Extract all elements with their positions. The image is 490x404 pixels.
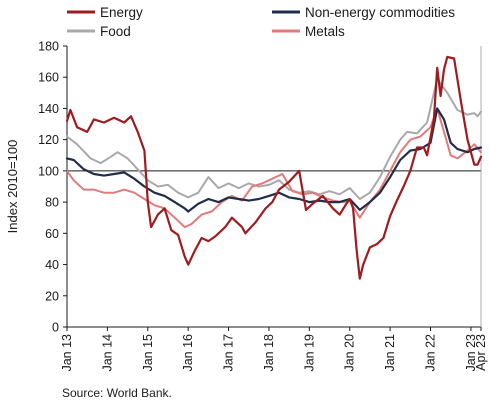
y-axis: 0 20 40 60 80 100 120 140 160 180 (38, 40, 67, 335)
series-line-energy (65, 55, 483, 280)
plot-frame (66, 46, 482, 328)
y-tick-label: 40 (45, 258, 59, 272)
x-tick-label: Jan 14 (100, 334, 114, 372)
x-tick-label: Jan 18 (262, 334, 276, 372)
source-note: Source: World Bank. (62, 386, 172, 400)
x-tick-label: Jan 22 (424, 334, 438, 372)
y-tick-label: 20 (45, 289, 59, 303)
x-tick-label: Jan 19 (302, 334, 316, 372)
y-tick-label: 0 (52, 321, 59, 335)
series-lines (65, 55, 483, 280)
x-tick-label: Jan 16 (181, 334, 195, 372)
x-tick-label: Jan 23 (464, 334, 478, 372)
x-tick-label: Jan 13 (60, 334, 74, 372)
x-tick-label: Apr 23 (474, 334, 488, 371)
y-tick-label: 160 (38, 71, 59, 85)
x-tick-label: Jan 21 (383, 334, 397, 372)
y-tick-label: 140 (38, 102, 59, 116)
x-tick-label: Jan 15 (141, 334, 155, 372)
y-tick-label: 60 (45, 227, 59, 241)
y-tick-label: 120 (38, 133, 59, 147)
series-line-food (66, 77, 482, 200)
chart-legend: Energy Non-energy commodities Food Metals (67, 5, 455, 39)
x-axis: Jan 13 Jan 14 Jan 15 Jan 16 Jan 17 Jan 18 Jan … (60, 327, 488, 372)
x-tick-label: Jan 20 (343, 334, 357, 372)
y-tick-label: 100 (38, 164, 59, 178)
series-line-non-energy-commodities (65, 107, 483, 213)
y-tick-label: 80 (45, 196, 59, 210)
series-line-metals (66, 107, 482, 229)
y-tick-label: 180 (38, 40, 59, 54)
y-axis-title: Index 2010=100 (5, 140, 20, 234)
x-tick-label: Jan 17 (222, 334, 236, 372)
legend-label: Non-energy commodities (305, 5, 455, 20)
legend-label: Metals (305, 24, 345, 39)
legend-label: Energy (100, 5, 143, 20)
legend-label: Food (100, 24, 131, 39)
